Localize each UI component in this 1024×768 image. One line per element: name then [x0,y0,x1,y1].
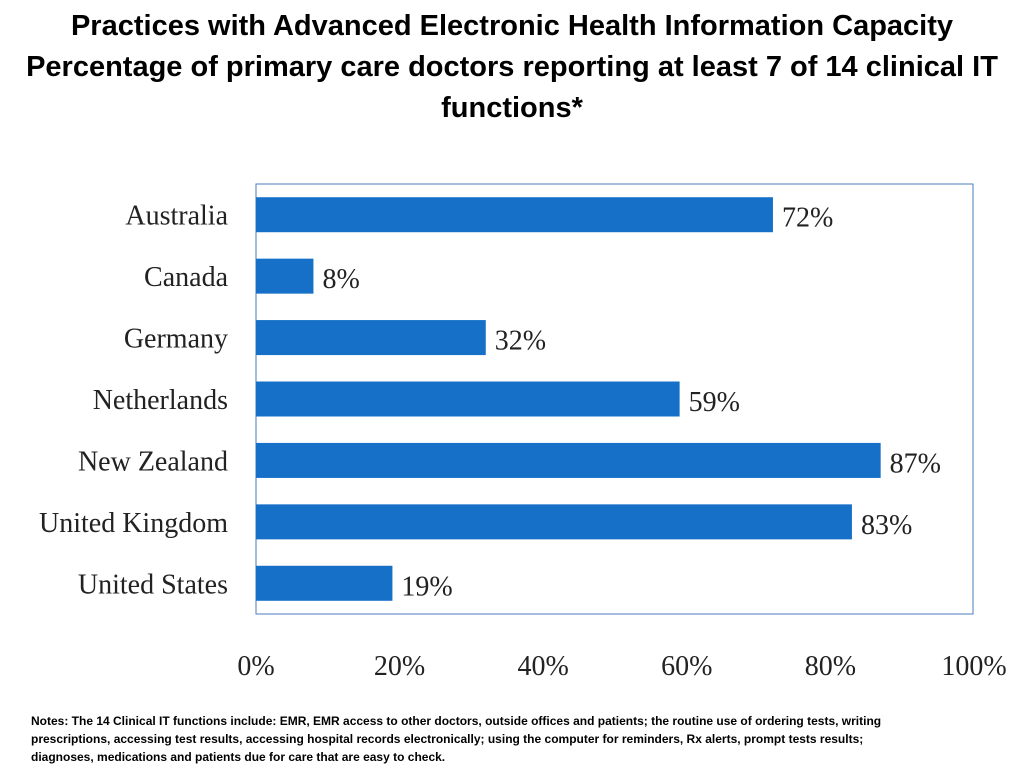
x-tick-label: 60% [661,651,712,682]
value-label: 19% [401,571,452,602]
x-tick-label: 80% [805,651,856,682]
chart-title-line-1: Practices with Advanced Electronic Healt… [70,10,954,42]
bar-new-zealand [256,442,881,478]
category-label: United Kingdom [39,508,228,539]
value-labels: 72% 8% 32% 59% 87% 83% 19% [322,203,941,603]
x-tick-label: 0% [237,651,274,682]
category-labels: Australia Canada Germany Netherlands New Zea… [39,201,229,601]
footnote: Notes: The 14 Clinical IT functions incl… [31,714,882,764]
bar-united-kingdom [256,504,852,540]
value-label: 72% [782,203,833,234]
value-label: 87% [890,448,941,479]
chart-title-line-2: Percentage of primary care doctors repor… [26,51,998,124]
bar-group [256,197,881,601]
bar-germany [256,320,486,356]
bar-netherlands [256,381,680,417]
value-label: 32% [495,326,546,357]
chart-title: Practices with Advanced Electronic Healt… [0,6,1024,129]
bar-united-states [256,565,393,601]
x-tick-label: 100% [941,651,1006,682]
value-label: 83% [861,510,912,541]
category-label: Germany [124,324,228,355]
category-label: United States [78,569,228,600]
bar-canada [256,258,314,294]
category-label: Australia [125,201,228,232]
value-label: 59% [689,387,740,418]
category-label: New Zealand [78,446,228,477]
bar-australia [256,197,773,233]
bar-chart: Australia Canada Germany Netherlands New Zea… [39,183,1007,682]
x-tick-label: 40% [518,651,569,682]
category-label: Canada [144,262,229,293]
category-label: Netherlands [93,385,228,416]
value-label: 8% [322,264,359,295]
x-tick-label: 20% [374,651,425,682]
x-axis-tick-labels: 0% 20% 40% 60% 80% 100% [237,651,1006,682]
